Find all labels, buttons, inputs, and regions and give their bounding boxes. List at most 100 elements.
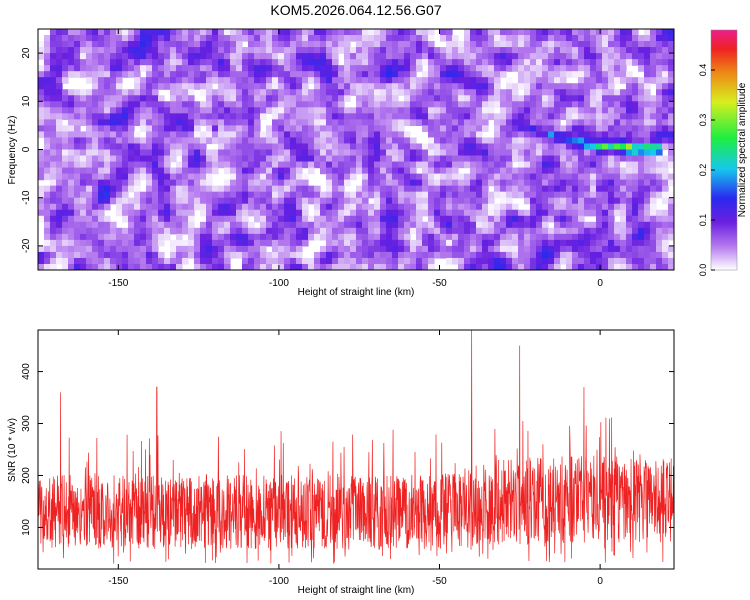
heatmap-cell [302, 119, 309, 127]
heatmap-cell [554, 245, 561, 253]
heatmap-cell [494, 53, 501, 60]
heatmap-cell [146, 173, 153, 181]
heatmap-cell [338, 101, 345, 108]
heatmap-cell [422, 47, 429, 54]
heatmap-cell [260, 53, 267, 60]
heatmap-cell [50, 263, 57, 270]
heatmap-cell [368, 239, 375, 247]
heatmap-cell [494, 239, 501, 247]
heatmap-cell [632, 77, 639, 84]
heatmap-cell [566, 119, 573, 127]
heatmap-cell [374, 83, 381, 90]
heatmap-cell [398, 125, 405, 133]
heatmap-cell [374, 233, 381, 241]
heatmap-cell [440, 161, 447, 169]
heatmap-cell [548, 215, 555, 223]
heatmap-cell [104, 251, 111, 259]
heatmap-cell [470, 245, 477, 253]
heatmap-cell [278, 29, 285, 36]
heatmap-cell [134, 119, 141, 127]
heatmap-cell [590, 35, 597, 42]
heatmap-cell [158, 179, 165, 187]
heatmap-cell [590, 95, 597, 102]
heatmap-y-tick-label: 10 [21, 95, 32, 107]
heatmap-cell [632, 221, 639, 229]
heatmap-cell [152, 29, 159, 36]
heatmap-cell [620, 107, 627, 114]
heatmap-cell [230, 185, 237, 193]
heatmap-cell [188, 191, 195, 199]
heatmap-cell [278, 167, 285, 175]
heatmap-cell [290, 227, 297, 235]
heatmap-cell [482, 77, 489, 84]
heatmap-cell [578, 35, 585, 42]
heatmap-cell [596, 191, 603, 199]
heatmap-cell [374, 191, 381, 199]
heatmap-cell [236, 101, 243, 108]
heatmap-cell [560, 209, 567, 217]
heatmap-cell [608, 137, 615, 145]
heatmap-cell [104, 65, 111, 72]
heatmap-cell [200, 35, 207, 42]
heatmap-cell [584, 77, 591, 84]
heatmap-cell [116, 95, 123, 102]
heatmap-cell [266, 131, 273, 139]
heatmap-cell [362, 113, 369, 120]
heatmap-cell [278, 35, 285, 42]
heatmap-cell [344, 95, 351, 102]
heatmap-cell [410, 173, 417, 181]
heatmap-cell [188, 41, 195, 48]
heatmap-cell [332, 179, 339, 187]
heatmap-cell [230, 191, 237, 199]
heatmap-cell [188, 89, 195, 96]
heatmap-cell [320, 233, 327, 241]
heatmap-cell [560, 173, 567, 181]
heatmap-cell [320, 125, 327, 133]
heatmap-cell [74, 245, 81, 253]
heatmap-cell [512, 143, 519, 151]
heatmap-cell [302, 179, 309, 187]
heatmap-cell [314, 113, 321, 120]
heatmap-cell [152, 257, 159, 265]
heatmap-cell [458, 83, 465, 90]
heatmap-cell [164, 209, 171, 217]
heatmap-cell [326, 41, 333, 48]
heatmap-cell [656, 149, 663, 157]
heatmap-cell [224, 191, 231, 199]
heatmap-cell [230, 197, 237, 205]
heatmap-cell [458, 263, 465, 270]
heatmap-cell [578, 119, 585, 127]
heatmap-cell [602, 221, 609, 229]
heatmap-cell [356, 149, 363, 157]
heatmap-cell [188, 65, 195, 72]
heatmap-cell [380, 41, 387, 48]
heatmap-cell [182, 41, 189, 48]
heatmap-cell [56, 41, 63, 48]
heatmap-cell [56, 227, 63, 235]
heatmap-cell [104, 173, 111, 181]
heatmap-cell [266, 215, 273, 223]
heatmap-cell [362, 101, 369, 108]
heatmap-cell [392, 71, 399, 78]
heatmap-cell [200, 239, 207, 247]
heatmap-cell [110, 107, 117, 114]
heatmap-cell [566, 221, 573, 229]
heatmap-cell [650, 65, 657, 72]
heatmap-cell [368, 173, 375, 181]
heatmap-cell [200, 143, 207, 151]
heatmap-cell [224, 221, 231, 229]
heatmap-cell [512, 125, 519, 133]
heatmap-cell [500, 215, 507, 223]
heatmap-cell [338, 95, 345, 102]
heatmap-cell [128, 215, 135, 223]
heatmap-cell [650, 203, 657, 211]
heatmap-cell [74, 221, 81, 229]
heatmap-cell [596, 233, 603, 241]
heatmap-cell [518, 233, 525, 241]
heatmap-cell [602, 209, 609, 217]
heatmap-cell [338, 119, 345, 127]
heatmap-cell [152, 95, 159, 102]
heatmap-cell [362, 107, 369, 114]
heatmap-cell [194, 119, 201, 127]
heatmap-cell [308, 113, 315, 120]
